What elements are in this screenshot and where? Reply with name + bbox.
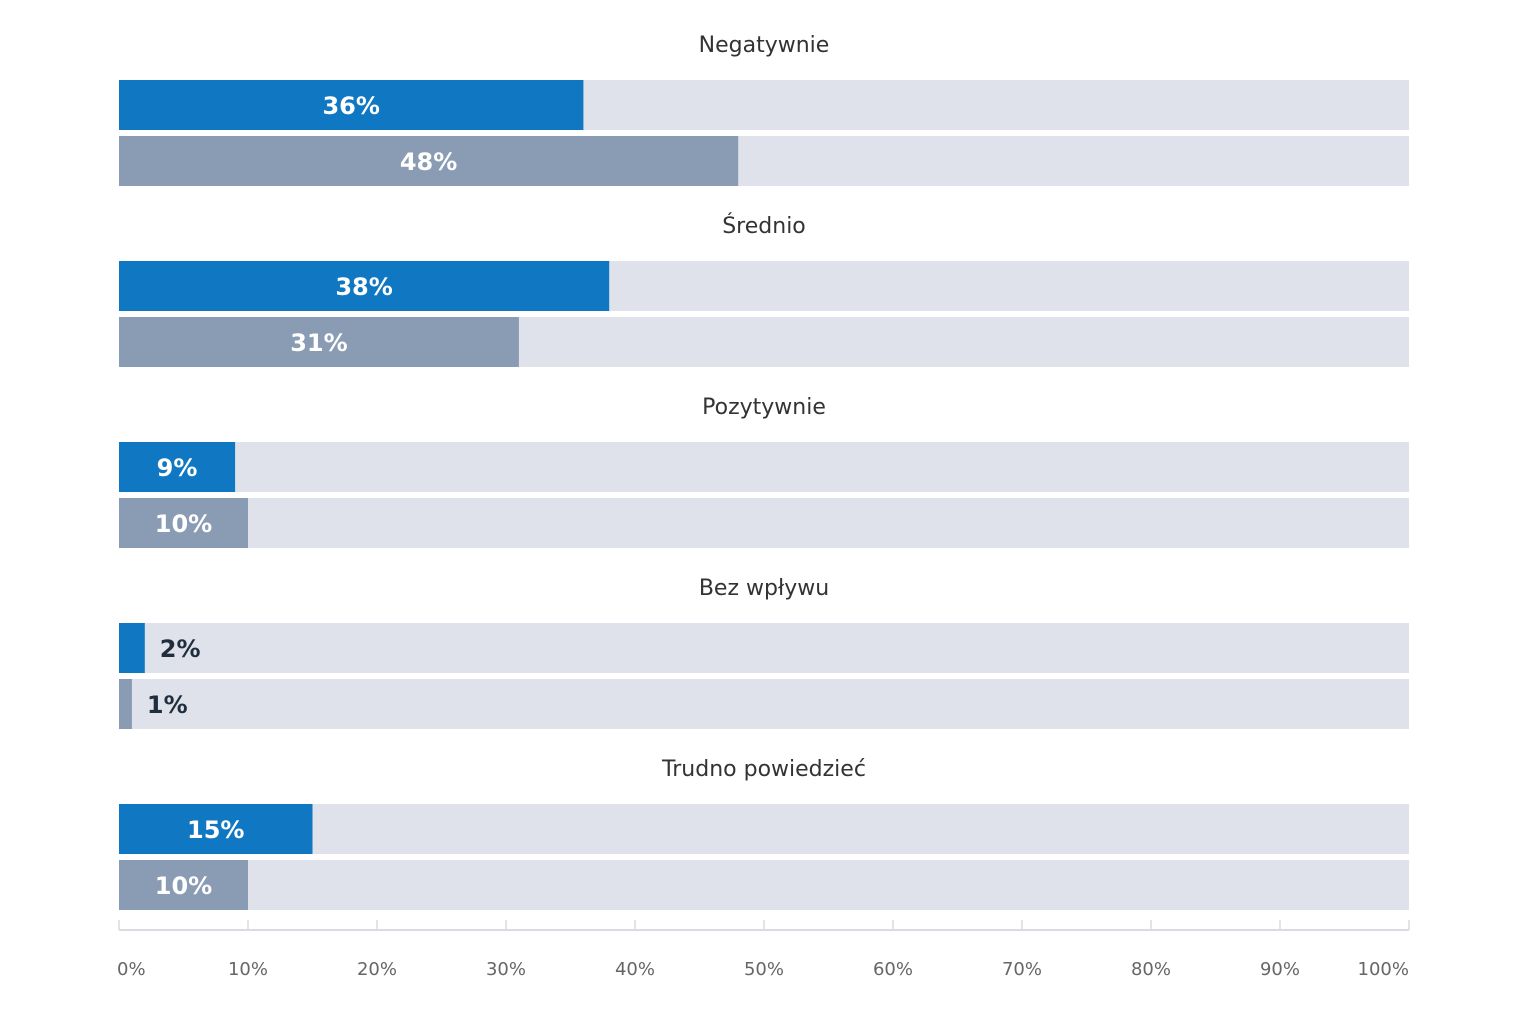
data-label: 9% (157, 454, 198, 482)
bar-track (119, 623, 1409, 673)
x-tick-label: 70% (1002, 959, 1042, 980)
category-label: Negatywnie (699, 33, 830, 58)
bar-series-1 (119, 261, 610, 311)
bar-series-1 (119, 623, 145, 673)
bar-track (119, 860, 1409, 910)
bar-series-2 (119, 498, 248, 548)
x-tick-label: 40% (615, 959, 655, 980)
category-label: Średnio (722, 213, 806, 239)
data-label: 2% (160, 635, 201, 663)
bar-series-2 (119, 679, 132, 729)
category-label: Pozytywnie (702, 395, 826, 420)
bar-series-2 (119, 860, 248, 910)
bar-track (119, 804, 1409, 854)
data-label: 36% (322, 92, 379, 120)
x-tick-label: 0% (117, 959, 146, 980)
bar-track (119, 679, 1409, 729)
x-tick-label: 60% (873, 959, 913, 980)
x-tick-label: 50% (744, 959, 784, 980)
bar-series-2 (119, 317, 519, 367)
x-tick-label: 100% (1358, 959, 1409, 980)
data-label: 1% (147, 691, 188, 719)
data-label: 10% (155, 872, 212, 900)
data-label: 15% (187, 816, 244, 844)
x-tick-label: 20% (357, 959, 397, 980)
x-tick-label: 90% (1260, 959, 1300, 980)
x-tick-label: 80% (1131, 959, 1171, 980)
category-label: Trudno powiedzieć (661, 757, 866, 782)
bar-series-1 (119, 804, 313, 854)
bar-track (119, 498, 1409, 548)
data-label: 38% (335, 273, 392, 301)
category-label: Bez wpływu (699, 576, 829, 601)
bar-track (119, 442, 1409, 492)
bar-series-1 (119, 80, 584, 130)
data-label: 48% (400, 148, 457, 176)
data-label: 31% (290, 329, 347, 357)
bar-series-1 (119, 442, 236, 492)
bar-series-2 (119, 136, 739, 186)
x-tick-label: 30% (486, 959, 526, 980)
data-label: 10% (155, 510, 212, 538)
x-tick-label: 10% (228, 959, 268, 980)
